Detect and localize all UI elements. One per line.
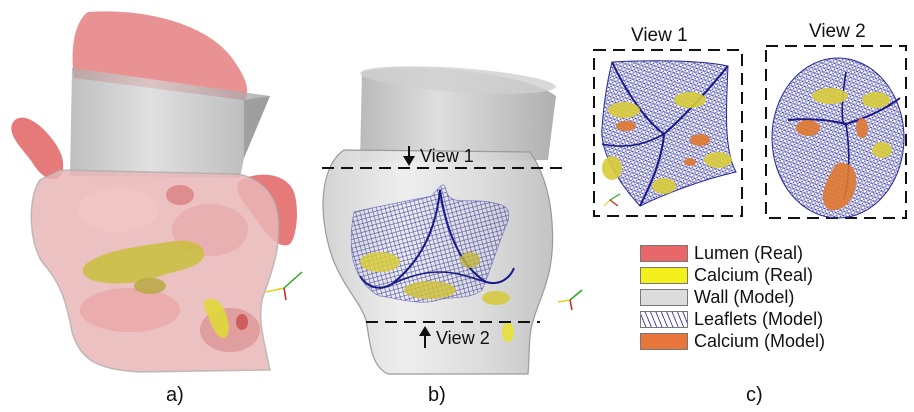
cut-label-view2: View 2 [436, 328, 490, 348]
view1-title: View 1 [628, 26, 691, 46]
legend-item-wall-model: Wall (Model) [640, 286, 910, 308]
view1-frame [593, 49, 743, 217]
legend-item-lumen-real: Lumen (Real) [640, 242, 910, 264]
legend-swatch-leaflets [640, 310, 688, 328]
lumen-left-branch [11, 117, 64, 180]
legend-label: Leaflets (Model) [694, 308, 824, 329]
arrow-down-icon [403, 146, 415, 166]
arrow-up-icon [419, 326, 431, 348]
legend: Lumen (Real) Calcium (Real) Wall (Model)… [640, 242, 910, 352]
panel-a-label: a) [166, 384, 184, 406]
panel-c-label: c) [746, 384, 763, 406]
legend-swatch-lumen [640, 244, 688, 262]
legend-item-leaflets-model: Leaflets (Model) [640, 308, 910, 330]
legend-swatch-wall [640, 288, 688, 306]
legend-label: Calcium (Real) [694, 264, 814, 285]
axes-triad-a [265, 271, 303, 301]
view1-leaflets [601, 60, 737, 207]
view2-title: View 2 [806, 22, 869, 42]
legend-label: Lumen (Real) [694, 242, 804, 263]
wall-neck [70, 68, 270, 178]
panel-b-label: b) [428, 384, 446, 406]
view2-leaflets [771, 57, 905, 219]
cut-label-view1: View 1 [420, 146, 474, 166]
axes-triad-view1 [603, 193, 621, 207]
panel-b-wall-model [322, 66, 556, 375]
legend-swatch-calcium-model [640, 332, 688, 350]
legend-label: Wall (Model) [694, 286, 795, 307]
legend-label: Calcium (Model) [694, 330, 826, 351]
panel-a-lumen-model [11, 11, 297, 373]
legend-item-calcium-model: Calcium (Model) [640, 330, 910, 352]
calcium-real-cluster [82, 240, 205, 284]
legend-item-calcium-real: Calcium (Real) [640, 264, 910, 286]
axes-triad-b [557, 289, 583, 311]
leaflets-mesh [351, 184, 509, 303]
legend-swatch-calcium-real [640, 266, 688, 284]
